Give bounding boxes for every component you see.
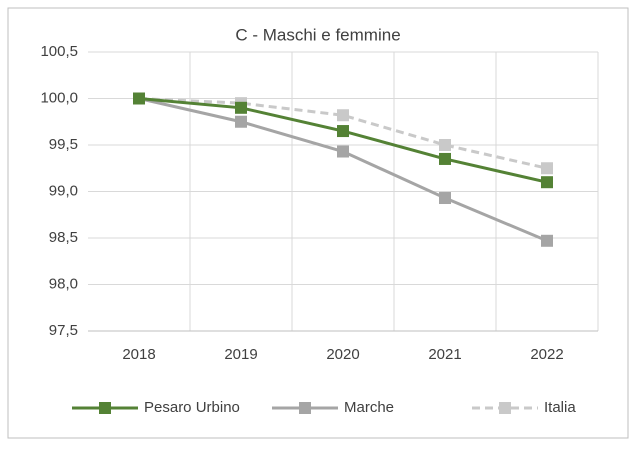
x-tick-label: 2018: [122, 346, 155, 363]
y-tick-label: 98,5: [49, 229, 78, 246]
chart-border: [7, 7, 629, 439]
marker: [133, 92, 145, 105]
x-tick-label: 2022: [530, 346, 563, 363]
marker: [439, 139, 451, 151]
marker: [541, 162, 553, 175]
legend-marker: [499, 402, 511, 414]
legend-label: Italia: [544, 399, 576, 416]
y-tick-label: 100,5: [40, 43, 78, 60]
y-tick-label: 97,5: [49, 322, 78, 339]
legend-label: Pesaro Urbino: [144, 399, 240, 416]
marker: [439, 192, 451, 205]
marker: [337, 145, 349, 158]
marker: [439, 152, 451, 165]
series-line: [138, 97, 548, 170]
y-tick-label: 99,5: [49, 136, 78, 153]
marker: [235, 115, 247, 128]
marker: [541, 234, 553, 247]
chart-title: C - Maschi e femmine: [235, 25, 400, 44]
x-tick-label: 2021: [428, 346, 461, 363]
y-tick-label: 98,0: [49, 275, 78, 292]
y-tick-label: 99,0: [49, 182, 78, 199]
marker: [235, 101, 247, 114]
legend-marker: [299, 402, 311, 414]
legend-marker: [99, 402, 111, 414]
marker: [337, 125, 349, 138]
x-tick-label: 2019: [224, 346, 257, 363]
x-tick-label: 2020: [326, 346, 359, 363]
y-tick-label: 100,0: [40, 89, 78, 106]
marker: [541, 176, 553, 189]
marker: [337, 109, 349, 122]
legend-label: Marche: [344, 399, 394, 416]
